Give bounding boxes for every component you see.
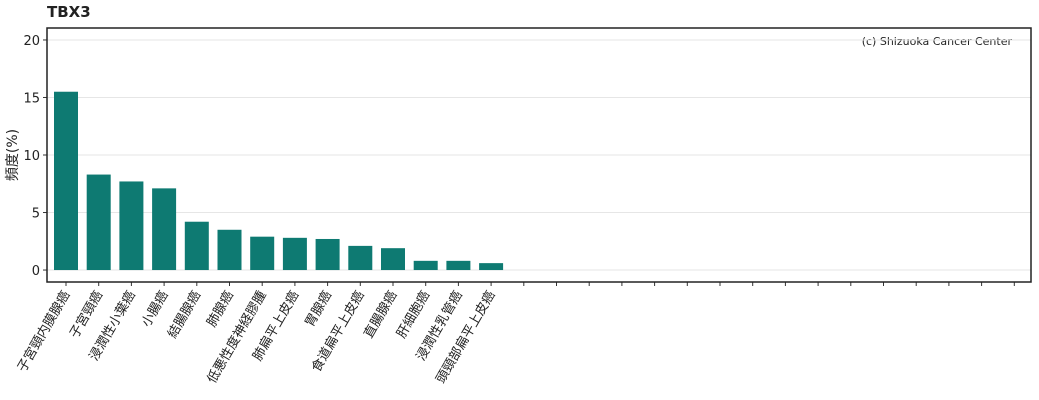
chart-title: TBX3 [47,3,91,21]
annotation: (c) Shizuoka Cancer Center [862,35,1013,48]
y-tick-label: 0 [32,264,40,279]
bar [86,174,111,271]
bar [348,245,373,271]
bar [315,238,340,271]
x-tick-label: 小腸癌 [138,288,171,330]
bar [282,237,307,271]
y-tick-label: 15 [23,91,40,106]
bar [413,260,438,271]
y-tick-label: 20 [23,34,40,49]
bar [479,263,504,271]
x-tick-label: 子宮頸内膜腺癌 [14,288,73,375]
bar [152,188,177,271]
x-tick-label: 低悪性度神経膠腫 [204,288,270,386]
bar [184,221,209,271]
x-tick-label: 頭頸部扁平上皮癌 [433,288,499,386]
bar [119,181,144,271]
x-tick-label: 胃腺癌 [302,288,335,330]
y-axis-label: 頻度(%) [5,129,21,181]
bar [250,236,275,271]
bar [446,260,471,271]
y-tick-label: 5 [32,207,40,222]
plot-frame [46,27,1032,283]
y-tick-label: 10 [23,149,40,164]
bar [54,91,78,271]
x-tick-label: 肺腺癌 [204,288,237,330]
bar [217,229,242,271]
bar [381,248,405,271]
